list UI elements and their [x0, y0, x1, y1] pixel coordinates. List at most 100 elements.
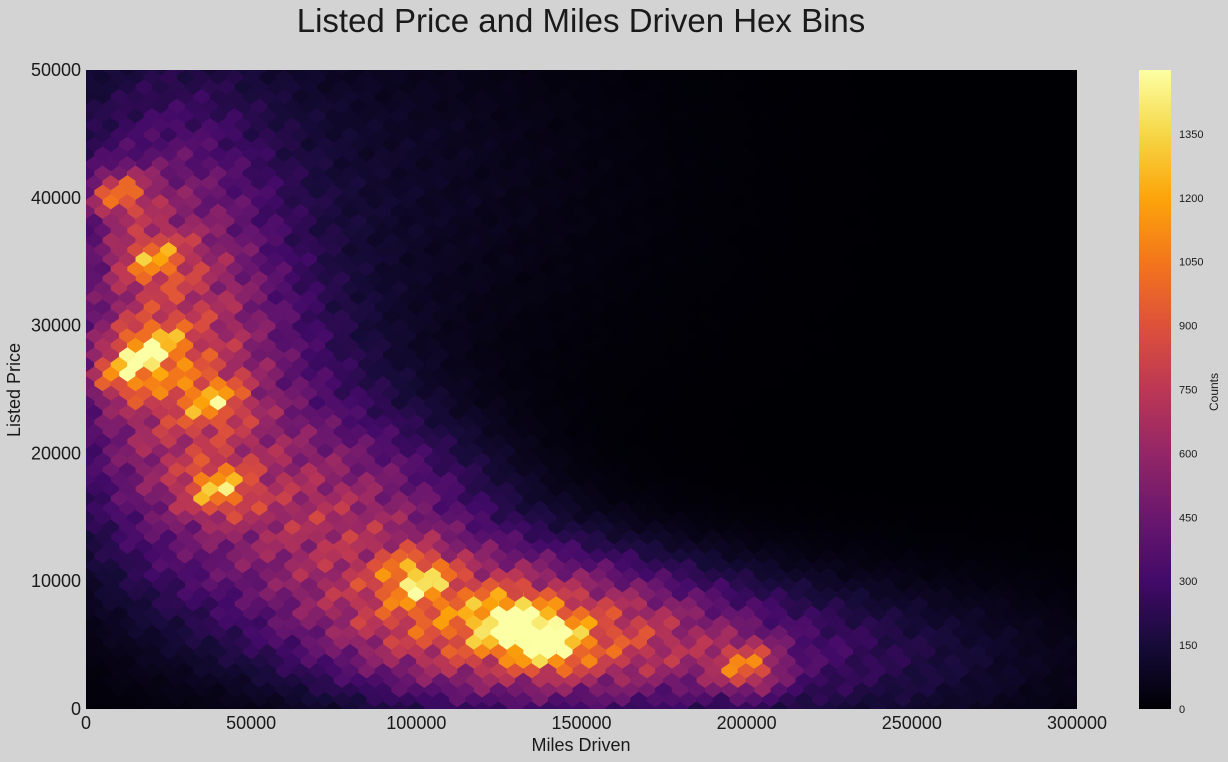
x-tick-label: 250000: [882, 713, 942, 733]
hex-cell: [127, 70, 144, 85]
hex-cell: [1076, 440, 1077, 454]
hex-cell: [688, 70, 705, 85]
hex-cell: [902, 70, 920, 85]
hex-cell: [762, 70, 779, 76]
hex-cell: [1076, 115, 1077, 128]
hex-cell: [1051, 70, 1068, 85]
hex-cell: [70, 551, 86, 573]
hex-cell: [671, 70, 689, 85]
hex-cell: [861, 70, 878, 76]
hex-cell: [886, 70, 903, 85]
x-tick-label: 150000: [551, 713, 611, 733]
hex-cell: [1084, 82, 1100, 105]
hex-cell: [440, 70, 458, 85]
colorbar-label: Counts: [1207, 373, 1221, 411]
hex-cell: [1076, 536, 1077, 549]
hex-cell: [1076, 77, 1077, 90]
hex-cell: [1076, 364, 1077, 377]
hex-cell: [1084, 579, 1100, 601]
hex-cell: [1084, 675, 1100, 697]
x-tick-label: 100000: [386, 713, 446, 733]
hex-cell: [523, 70, 540, 85]
hex-cell: [424, 70, 441, 85]
hex-cell: [1084, 120, 1100, 142]
hex-cell: [1001, 70, 1019, 85]
hex-cell: [86, 70, 103, 76]
hex-cell: [894, 70, 911, 76]
hex-cell: [836, 70, 854, 85]
hex-cell: [506, 70, 524, 85]
hex-cell: [1084, 618, 1100, 641]
y-axis-label: Listed Price: [4, 343, 24, 437]
hex-cell: [457, 70, 474, 85]
hex-cell: [878, 70, 895, 76]
hex-cell: [70, 225, 86, 247]
hex-cell: [919, 70, 936, 85]
hex-cell: [168, 70, 185, 76]
hex-cell: [1076, 402, 1077, 416]
hex-cell: [70, 398, 86, 421]
x-axis-label: Miles Driven: [531, 735, 630, 755]
hex-cell: [1084, 599, 1100, 621]
hex-cell: [515, 70, 532, 76]
hex-cell: [1026, 70, 1043, 76]
hex-cell: [292, 70, 309, 85]
x-axis: 0 50000 100000 150000 200000 250000 300000: [81, 713, 1107, 733]
hex-cell: [143, 70, 161, 85]
hex-cell: [102, 70, 119, 76]
hex-cell: [1076, 670, 1077, 683]
hex-cell: [622, 70, 639, 85]
hex-cell: [713, 70, 730, 76]
hex-cell: [482, 70, 499, 76]
hex-cell: [449, 70, 466, 76]
colorbar-tick-label: 300: [1179, 576, 1197, 588]
y-tick-label: 20000: [31, 443, 81, 463]
hex-cell: [1084, 331, 1100, 354]
hex-cell: [1076, 383, 1077, 396]
hex-cell: [284, 70, 301, 76]
hex-cell: [1076, 70, 1077, 71]
hex-cell: [160, 70, 177, 85]
hex-cell: [820, 70, 837, 85]
hex-cell: [696, 70, 713, 76]
colorbar-tick-label: 150: [1179, 640, 1197, 652]
hex-cell: [275, 70, 293, 85]
hex-cell: [647, 70, 664, 76]
y-tick-label: 40000: [31, 188, 81, 208]
hex-cell: [1084, 177, 1100, 200]
hex-cell: [70, 91, 86, 113]
hex-cell: [1076, 651, 1077, 664]
colorbar-tick-label: 600: [1179, 448, 1197, 460]
x-tick-label: 200000: [717, 713, 777, 733]
hex-cell: [597, 70, 614, 76]
hex-cell: [1076, 96, 1077, 109]
hex-cell: [1084, 139, 1100, 162]
hex-cell: [729, 70, 746, 76]
hex-cell: [1076, 172, 1077, 186]
colorbar-tick-label: 1200: [1179, 193, 1203, 205]
hex-cell: [70, 244, 86, 267]
hex-cell: [1076, 134, 1077, 148]
hex-cell: [300, 70, 317, 76]
hex-cell: [548, 70, 565, 76]
hex-cell: [1084, 560, 1100, 583]
y-tick-label: 30000: [31, 316, 81, 336]
hex-cell: [1076, 230, 1077, 243]
hex-cell: [993, 70, 1010, 76]
hex-cell: [704, 70, 722, 85]
hex-cell: [1084, 484, 1100, 506]
hex-cell: [374, 70, 392, 85]
hex-cell: [1076, 574, 1077, 588]
hex-cell: [366, 70, 383, 76]
y-tick-label: 50000: [31, 60, 81, 80]
hex-cell: [70, 340, 86, 363]
hex-cell: [70, 283, 86, 305]
hex-cell: [432, 70, 449, 76]
x-tick-label: 0: [81, 713, 91, 733]
hex-cell: [630, 70, 647, 76]
hex-cell: [70, 206, 86, 229]
hex-cell: [1084, 522, 1100, 545]
hex-cell: [572, 70, 590, 85]
hex-cell: [721, 70, 738, 85]
hex-cell: [416, 70, 433, 76]
